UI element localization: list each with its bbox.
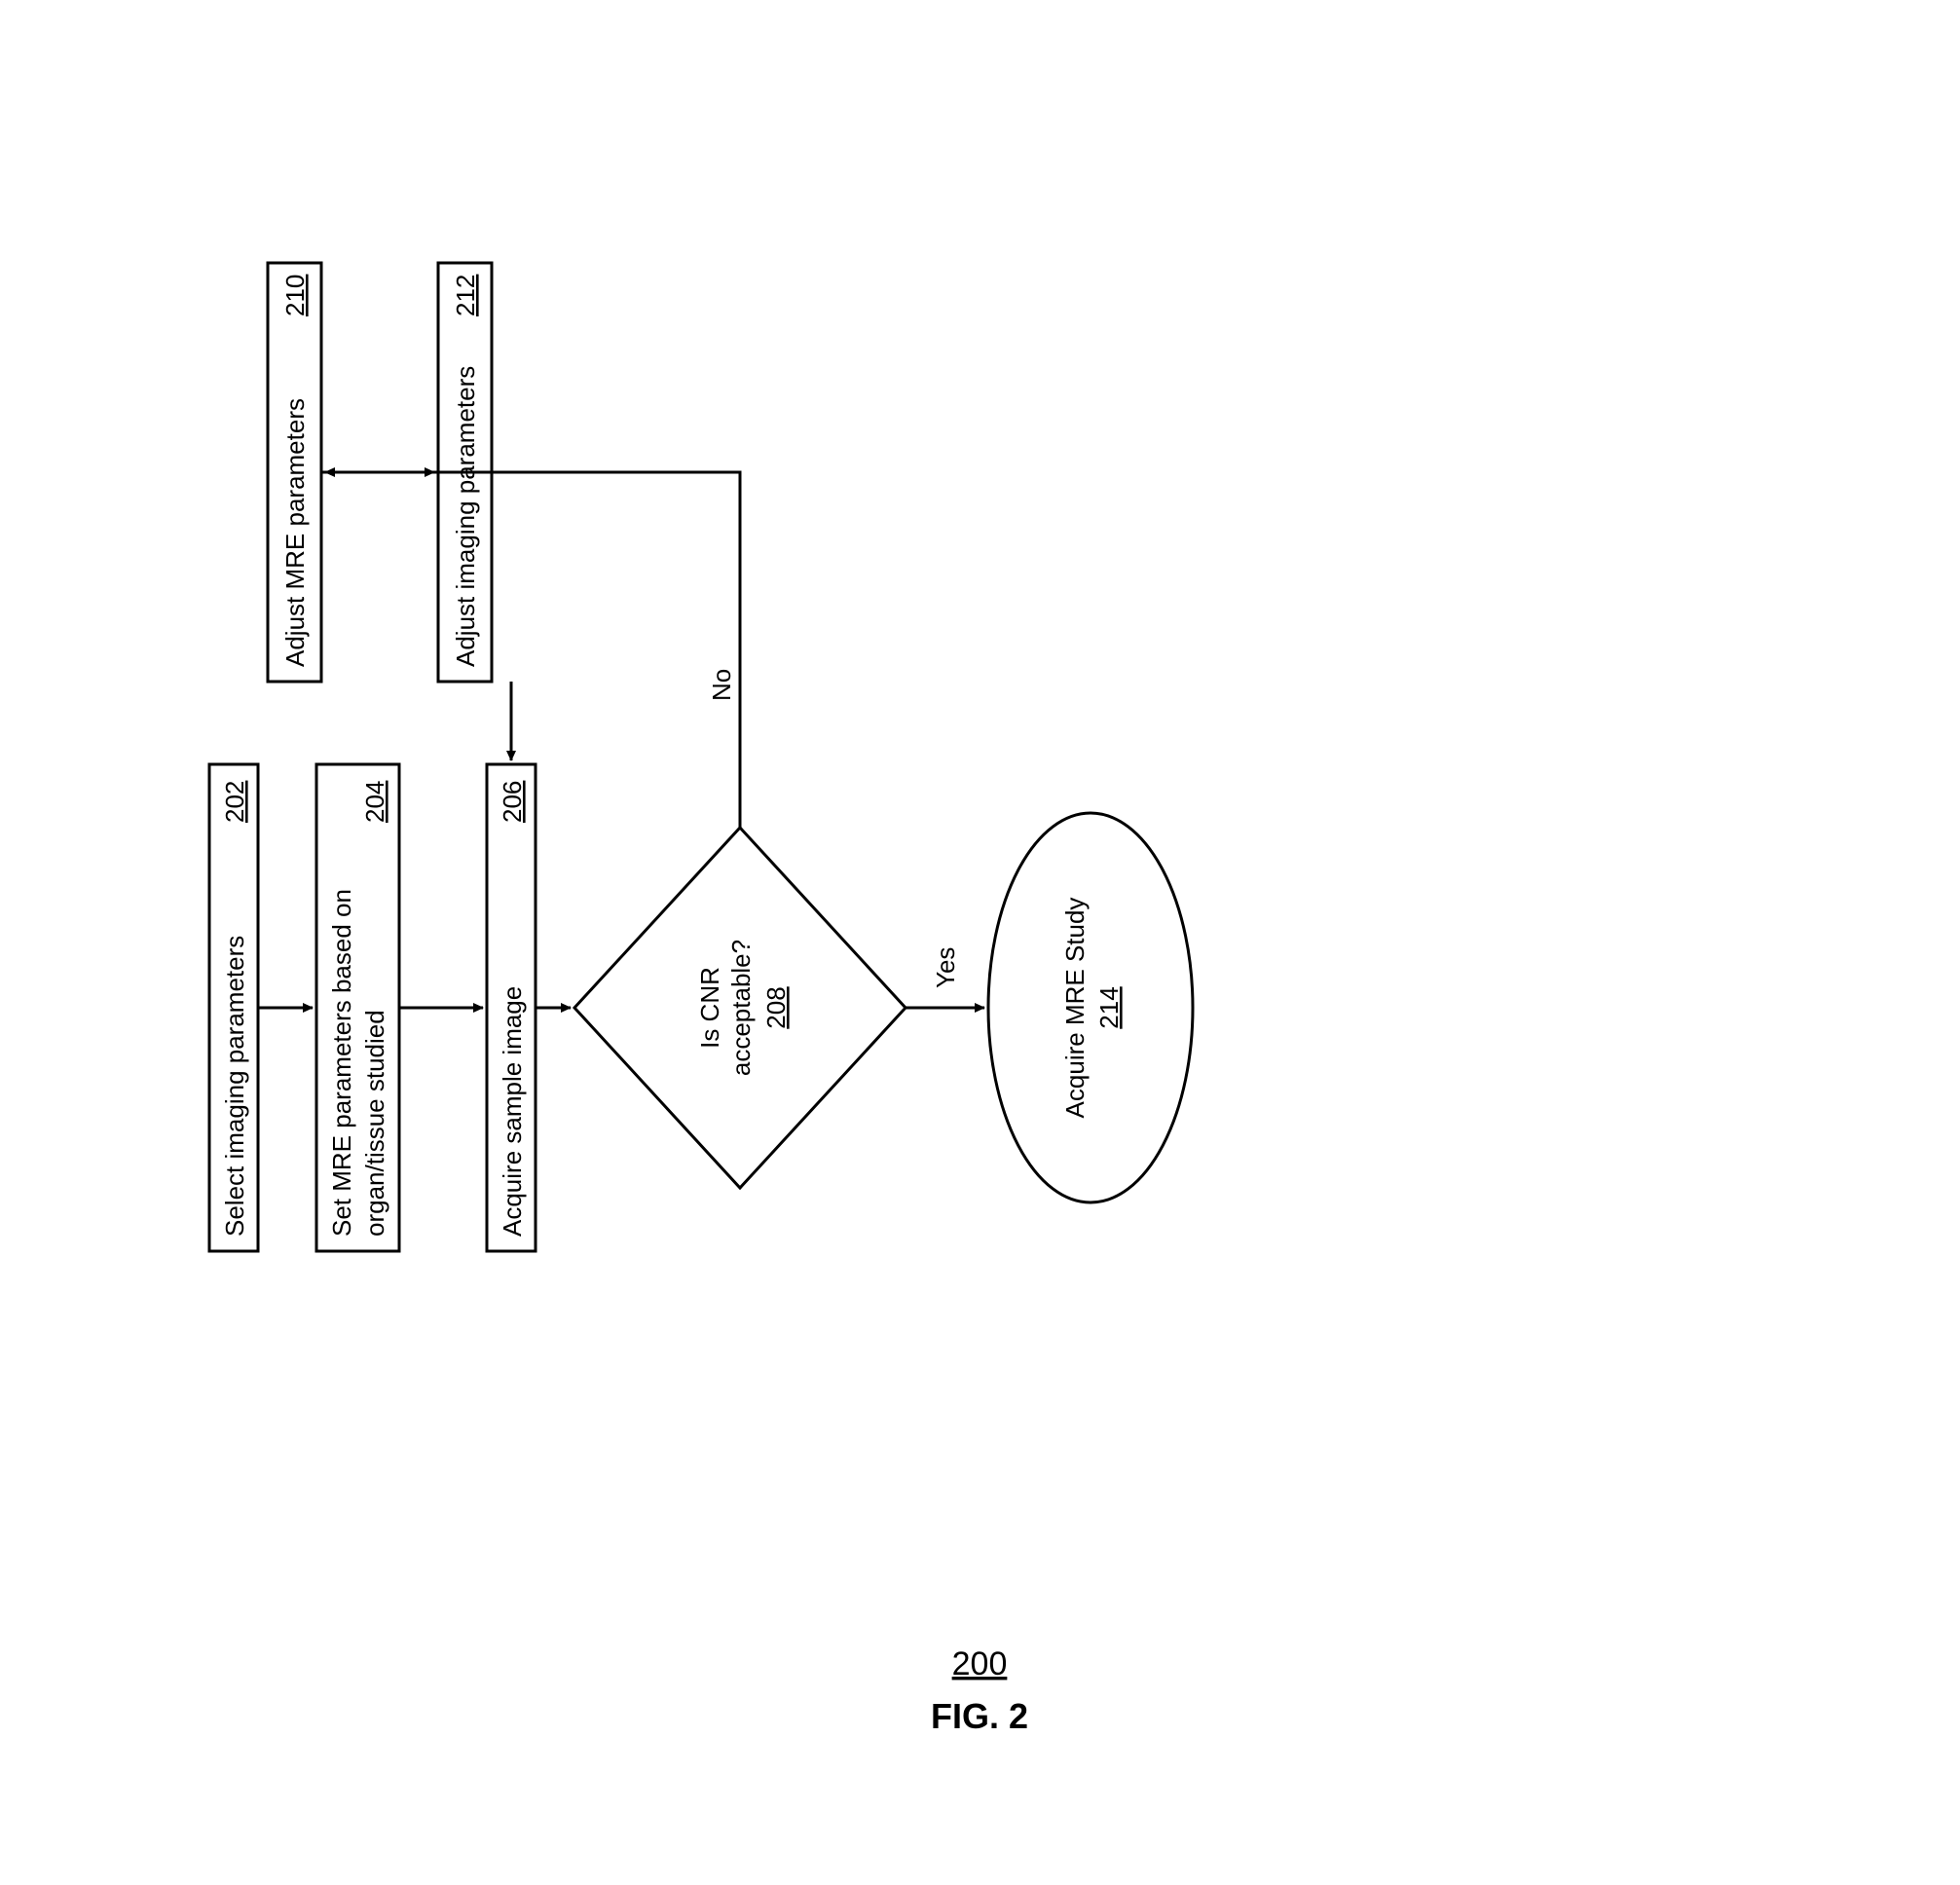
edge-label-no: No	[707, 669, 736, 701]
node-214-ref: 214	[1094, 986, 1124, 1028]
flowchart-figure: Select imaging parameters 202 Set MRE pa…	[0, 0, 1960, 1885]
node-206-text: Acquire sample image	[498, 986, 527, 1237]
node-204-ref: 204	[360, 781, 389, 823]
node-206-ref: 206	[498, 781, 527, 823]
node-204-text2: organ/tissue studied	[360, 1010, 389, 1237]
node-select-imaging-parameters: Select imaging parameters 202	[209, 764, 258, 1251]
node-acquire-sample-image: Acquire sample image 206	[487, 764, 536, 1251]
node-210-ref: 210	[280, 275, 310, 316]
node-208-text2: acceptable?	[726, 940, 756, 1076]
node-is-cnr-acceptable: Is CNR acceptable? 208	[574, 828, 906, 1188]
node-adjust-mre-parameters: Adjust MRE parameters 210	[268, 263, 321, 682]
edge-208-210	[325, 472, 740, 828]
node-204-text1: Set MRE parameters based on	[327, 889, 356, 1237]
node-208-text1: Is CNR	[695, 967, 724, 1049]
node-202-text: Select imaging parameters	[220, 936, 249, 1237]
node-set-mre-parameters: Set MRE parameters based on organ/tissue…	[316, 764, 399, 1251]
node-202-ref: 202	[220, 781, 249, 823]
edge-label-yes: Yes	[931, 947, 960, 988]
node-208-ref: 208	[761, 986, 791, 1028]
figure-number: 200	[952, 1645, 1008, 1682]
node-212-ref: 212	[451, 275, 480, 316]
node-acquire-mre-study: Acquire MRE Study 214	[988, 813, 1193, 1202]
node-210-text: Adjust MRE parameters	[280, 398, 310, 667]
node-212-text: Adjust imaging parameters	[451, 366, 480, 667]
flowchart-rotated-group: Select imaging parameters 202 Set MRE pa…	[209, 263, 1193, 1251]
node-214-text: Acquire MRE Study	[1060, 898, 1090, 1119]
figure-label: FIG. 2	[931, 1696, 1028, 1736]
